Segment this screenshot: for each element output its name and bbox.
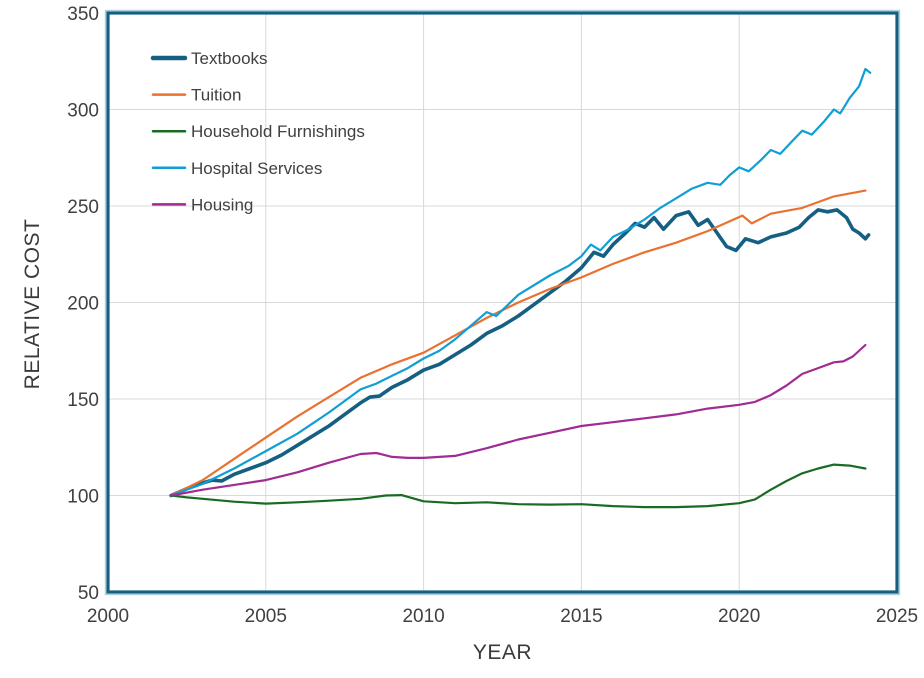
y-tick-label: 350 xyxy=(67,4,99,25)
plot-border xyxy=(106,11,899,594)
y-tick-label: 50 xyxy=(78,583,99,604)
y-axis-title: RELATIVE COST xyxy=(21,218,44,390)
x-tick-label: 2015 xyxy=(560,606,602,627)
plot-border-glow xyxy=(104,9,901,596)
series-line-textbooks xyxy=(169,208,871,498)
x-tick-label: 2025 xyxy=(876,606,918,627)
y-tick-label: 300 xyxy=(67,101,99,122)
y-tick-label: 200 xyxy=(67,294,99,315)
y-tick-label: 250 xyxy=(67,197,99,218)
x-tick-label: 2000 xyxy=(87,606,129,627)
x-tick-label: 2020 xyxy=(718,606,760,627)
legend-label-hospital-services: Hospital Services xyxy=(191,159,322,178)
series-line-housing xyxy=(170,343,867,497)
series-line-household-furnishings xyxy=(170,463,867,509)
legend-label-tuition: Tuition xyxy=(191,86,241,105)
x-axis-title: YEAR xyxy=(472,641,533,664)
series-line-hospital-services xyxy=(170,67,872,497)
y-tick-label: 150 xyxy=(67,390,99,411)
legend-label-household-furnishings: Household Furnishings xyxy=(191,122,365,141)
legend-label-textbooks: Textbooks xyxy=(191,49,268,68)
legend-label-housing: Housing xyxy=(191,195,253,214)
y-tick-label: 100 xyxy=(67,487,99,508)
x-tick-label: 2005 xyxy=(245,606,287,627)
series-line-tuition xyxy=(170,189,867,497)
x-tick-label: 2010 xyxy=(402,606,444,627)
